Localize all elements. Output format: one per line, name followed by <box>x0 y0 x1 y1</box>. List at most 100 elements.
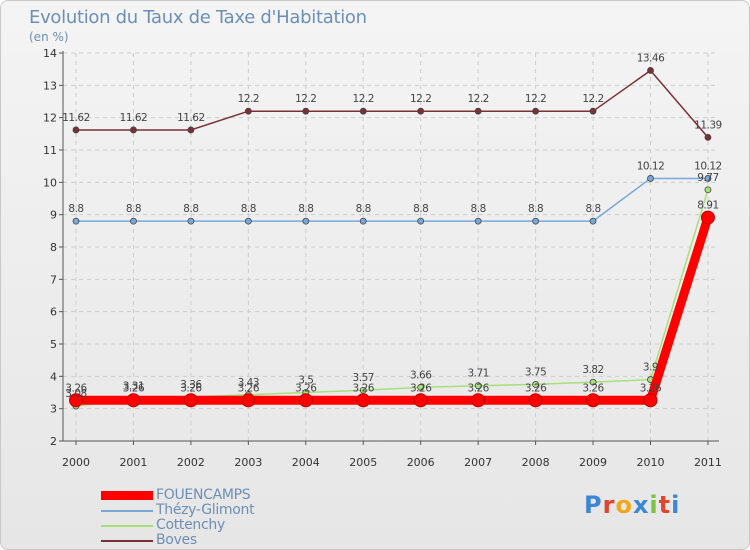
data-label-cottenchy-2001: 3.31 <box>123 381 144 393</box>
series-line-th-zy-glimont <box>76 177 708 222</box>
data-label-cottenchy-2003: 3.43 <box>238 377 259 389</box>
point-th-zy-glimont-2003 <box>244 217 252 225</box>
proxiti-logo-letter: t <box>658 491 672 519</box>
series-line-fouencamps <box>76 216 713 405</box>
data-label-boves-2008: 12.2 <box>525 93 546 105</box>
data-label-fouencamps-2003: 3.26 <box>238 382 260 394</box>
point-th-zy-glimont-2011 <box>704 175 712 182</box>
point-fouencamps-2007 <box>471 393 486 408</box>
point-th-zy-glimont-2007 <box>474 217 482 225</box>
point-boves-2010 <box>647 67 654 74</box>
data-label-boves-2009: 12.2 <box>582 93 603 105</box>
data-label-boves-2003: 12.2 <box>238 93 259 105</box>
y-tick-label-10: 10 <box>43 176 57 189</box>
point-fouencamps-2011 <box>700 210 715 225</box>
point-fouencamps-2008 <box>528 393 543 408</box>
data-label-th-zy-glimont-2011: 10.12 <box>694 160 722 172</box>
data-label-cottenchy-2010: 3.9 <box>643 362 658 374</box>
data-label-fouencamps-2004: 3.26 <box>295 382 317 394</box>
proxiti-logo-letter: o <box>615 491 633 519</box>
data-label-fouencamps-2002: 3.26 <box>180 382 202 394</box>
x-tick-label-2005: 2005 <box>349 456 377 469</box>
point-fouencamps-2005 <box>356 393 371 408</box>
y-tick-label-3: 3 <box>50 403 57 416</box>
data-label-th-zy-glimont-2007: 8.8 <box>471 203 486 215</box>
point-boves-2001 <box>130 126 137 134</box>
y-axis-unit-label: (en %) <box>29 30 69 44</box>
point-fouencamps-2001 <box>126 393 141 408</box>
point-th-zy-glimont-2001 <box>130 217 137 225</box>
chart-title: Evolution du Taux de Taxe d'Habitation <box>29 7 367 28</box>
data-label-boves-2002: 11.62 <box>177 112 205 124</box>
x-tick-label-2006: 2006 <box>407 456 435 469</box>
point-fouencamps-2002 <box>183 393 198 408</box>
point-th-zy-glimont-2006 <box>417 217 425 225</box>
point-boves-2003 <box>244 107 252 115</box>
y-tick-label-12: 12 <box>43 112 57 125</box>
point-th-zy-glimont-2008 <box>532 217 539 225</box>
point-th-zy-glimont-2004 <box>302 217 310 225</box>
point-boves-2007 <box>474 107 482 115</box>
point-th-zy-glimont-2000 <box>72 217 80 225</box>
y-tick-label-7: 7 <box>50 273 57 286</box>
data-label-fouencamps-2010: 3.26 <box>640 382 662 394</box>
point-fouencamps-2000 <box>69 393 83 408</box>
data-label-cottenchy-2011: 9.77 <box>697 172 718 184</box>
data-label-cottenchy-2007: 3.71 <box>467 368 488 380</box>
data-label-cottenchy-2005: 3.57 <box>353 372 374 384</box>
data-label-boves-2007: 12.2 <box>467 93 488 105</box>
x-tick-label-2010: 2010 <box>637 456 665 469</box>
legend-swatch-thezy-glimont <box>101 510 153 512</box>
data-label-fouencamps-2000: 3.26 <box>65 382 87 394</box>
point-cottenchy-2007 <box>474 382 482 390</box>
series-line-boves <box>76 69 709 138</box>
point-boves-2009 <box>589 107 597 115</box>
legend-swatch-boves <box>101 540 153 542</box>
data-label-th-zy-glimont-2003: 8.8 <box>241 203 256 215</box>
y-tick-label-9: 9 <box>50 209 57 222</box>
point-fouencamps-2010 <box>643 393 658 408</box>
x-tick-label-2007: 2007 <box>464 456 492 469</box>
y-tick-label-2: 2 <box>50 435 57 448</box>
data-label-fouencamps-2005: 3.26 <box>353 382 375 394</box>
point-fouencamps-2006 <box>413 393 428 408</box>
data-label-cottenchy-2000: 3.08 <box>65 388 86 400</box>
data-label-cottenchy-2009: 3.82 <box>582 364 603 376</box>
legend-label-cottenchy: Cottenchy <box>156 517 225 533</box>
data-label-fouencamps-2007: 3.26 <box>467 382 489 394</box>
point-cottenchy-2005 <box>359 386 367 394</box>
proxiti-logo: Proxiti <box>584 491 680 519</box>
x-tick-label-2002: 2002 <box>177 456 205 469</box>
data-label-th-zy-glimont-2002: 8.8 <box>183 203 198 215</box>
data-label-cottenchy-2006: 3.66 <box>410 369 432 381</box>
data-label-boves-2006: 12.2 <box>410 93 431 105</box>
data-label-th-zy-glimont-2001: 8.8 <box>126 203 141 215</box>
point-boves-2006 <box>417 107 425 115</box>
data-label-th-zy-glimont-2000: 8.8 <box>68 203 83 215</box>
point-boves-2008 <box>532 107 539 115</box>
data-label-boves-2005: 12.2 <box>353 93 374 105</box>
data-label-boves-2001: 11.62 <box>120 112 148 124</box>
point-cottenchy-2009 <box>589 378 597 386</box>
point-th-zy-glimont-2002 <box>187 217 195 225</box>
y-tick-label-6: 6 <box>50 306 57 319</box>
y-tick-label-13: 13 <box>43 79 57 92</box>
data-label-boves-2000: 11.62 <box>62 112 90 124</box>
y-tick-label-8: 8 <box>50 241 57 254</box>
data-label-cottenchy-2008: 3.75 <box>525 366 546 378</box>
data-label-fouencamps-2009: 3.26 <box>582 382 604 394</box>
data-label-boves-2011: 11.39 <box>694 119 722 131</box>
point-boves-2000 <box>72 126 80 134</box>
x-tick-label-2009: 2009 <box>579 456 607 469</box>
y-tick-label-5: 5 <box>50 338 57 351</box>
x-tick-label-2003: 2003 <box>234 456 262 469</box>
data-label-th-zy-glimont-2009: 8.8 <box>585 203 600 215</box>
point-fouencamps-2004 <box>298 393 313 408</box>
point-boves-2005 <box>359 107 367 115</box>
point-fouencamps-2003 <box>241 393 256 408</box>
proxiti-logo-letter: r <box>602 491 616 519</box>
proxiti-logo-letter: i <box>671 491 681 519</box>
point-cottenchy-2011 <box>704 186 712 194</box>
